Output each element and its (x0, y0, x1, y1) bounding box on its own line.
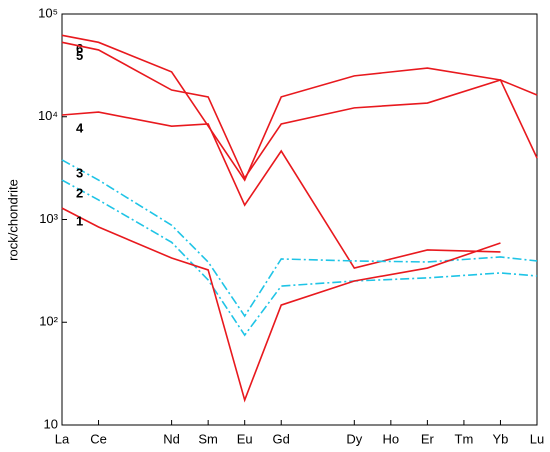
y-tick-label: 10² (39, 314, 58, 329)
series-label: 6 (76, 41, 83, 56)
series-label: 1 (76, 214, 83, 229)
y-tick-label: 10⁴ (38, 108, 58, 123)
y-tick-label: 10 (44, 416, 58, 431)
x-tick-label: Tm (455, 431, 474, 446)
series-label: 4 (76, 120, 84, 135)
series-label: 3 (76, 165, 83, 180)
x-tick-label: Eu (237, 431, 253, 446)
x-tick-label: Gd (273, 431, 290, 446)
x-tick-label: Ho (383, 431, 400, 446)
x-tick-label: Lu (530, 431, 544, 446)
x-tick-label: Nd (163, 431, 180, 446)
series-label: 5 (76, 48, 83, 63)
y-tick-label: 10³ (39, 211, 58, 226)
x-tick-label: Dy (346, 431, 362, 446)
series-line (61, 34, 538, 182)
series-line (61, 207, 501, 403)
x-tick-label: Ce (90, 431, 107, 446)
y-axis-label: rock/chondrite (5, 179, 20, 261)
y-tick-label: 10⁵ (38, 5, 58, 20)
x-tick-label: Sm (198, 431, 218, 446)
x-tick-label: La (55, 431, 70, 446)
series-line (61, 111, 501, 269)
series-line (61, 179, 538, 337)
series-line (61, 41, 538, 180)
x-tick-label: Yb (493, 431, 509, 446)
x-tick-label: Er (421, 431, 435, 446)
series-label: 2 (76, 186, 83, 201)
series-line (61, 159, 538, 318)
